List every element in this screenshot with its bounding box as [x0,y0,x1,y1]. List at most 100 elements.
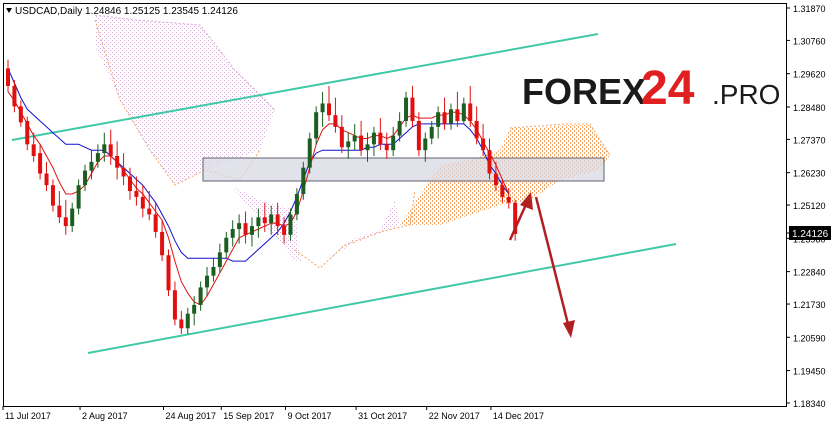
candle-body [359,135,364,151]
candle-body [179,319,184,329]
candle-body [333,115,338,127]
candle [282,217,287,244]
candle-body [371,132,376,145]
candle [294,188,299,221]
candle-body [76,185,81,209]
candle [487,138,492,180]
candle-body [493,173,498,186]
candle-body [18,106,23,123]
price-tick-label: 1.28480 [793,103,826,113]
candle [237,214,242,244]
candle [249,217,254,247]
candle-body [134,191,139,197]
candle-body [288,214,293,235]
candle [288,208,293,241]
ichimoku-cloud-middle [230,185,416,269]
candle [513,199,518,241]
candle-body [410,97,415,121]
candle-body [423,138,428,151]
price-tick-label: 1.30760 [793,36,826,46]
candle [198,281,203,311]
candle [50,179,55,212]
candle-body [256,217,261,227]
candle [378,118,383,151]
ichimoku-cloud-left [94,14,276,186]
candle-body [327,103,331,116]
candle [365,132,370,162]
candle-body [249,226,254,235]
candle [493,161,498,192]
forecast-up-arrow[interactable] [508,192,533,241]
candle [314,106,319,145]
candle-body [147,208,152,215]
candle-body [442,112,447,124]
candle-body [384,144,389,151]
candle-body [166,255,171,291]
price-tick-label: 1.22840 [793,268,826,278]
price-tick-label: 1.31870 [793,4,826,14]
candle [359,120,364,157]
candle-body [172,290,177,320]
candle [12,80,17,113]
symbol-info-text: USDCAD,Daily 1.24846 1.25125 1.23545 1.2… [15,6,238,17]
candle-body [391,135,396,151]
time-tick-label: 31 Oct 2017 [358,411,407,421]
resistance-zone[interactable] [202,157,605,182]
candle [301,161,306,200]
candle [205,266,210,297]
candle [455,91,460,127]
candle-body [192,304,197,314]
candle-body [38,153,43,174]
channel-upper-line[interactable] [11,33,599,141]
candle [346,132,351,159]
candle-body [474,120,479,139]
candle [436,106,441,139]
candle [224,231,229,259]
candle [500,179,505,203]
candle [423,132,428,162]
candle-body [198,287,203,305]
candle-body [500,185,505,197]
price-tick-label: 1.29620 [793,70,826,80]
candle [230,220,235,247]
price-axis[interactable]: 1.31870 1.30760 1.29620 1.28480 1.27370 1.262… [786,4,826,409]
price-tick-label: 1.21730 [793,300,826,310]
candle [243,211,248,244]
time-tick-label: 11 Jul 2017 [5,411,51,421]
channel-lower-line[interactable] [87,243,677,354]
dropdown-triangle-icon [6,8,12,13]
time-tick-label: 9 Oct 2017 [287,411,331,421]
candle [121,153,126,186]
candles [6,59,518,335]
candle [371,126,376,157]
candle [404,91,409,127]
time-tick-label: 24 Aug 2017 [166,411,217,421]
candle-body [416,120,421,151]
candle-body [320,103,325,113]
candle [211,258,216,282]
candle [140,185,145,218]
forecast-down-arrow[interactable] [534,196,575,338]
candle-body [224,237,229,253]
candle [115,141,120,180]
candle-body [352,135,357,142]
time-axis[interactable]: 11 Jul 2017 2 Aug 2017 24 Aug 2017 15 Sep 2… [2,406,544,421]
candle-body [57,205,62,218]
candle [153,202,158,238]
price-tick-label: 1.20590 [793,333,826,343]
candle-body [115,156,120,168]
candle [172,281,177,326]
candle [192,296,197,326]
candle-body [429,126,434,139]
candle-body [211,266,216,276]
candle [307,132,312,174]
candle [83,164,88,192]
symbol-header: USDCAD,Daily 1.24846 1.25125 1.23545 1.2… [6,6,238,17]
candle-body [269,214,274,224]
candle-body [70,208,75,227]
candle [391,126,396,157]
candle-body [448,109,453,124]
candle [217,243,222,273]
candle-body [217,252,222,267]
